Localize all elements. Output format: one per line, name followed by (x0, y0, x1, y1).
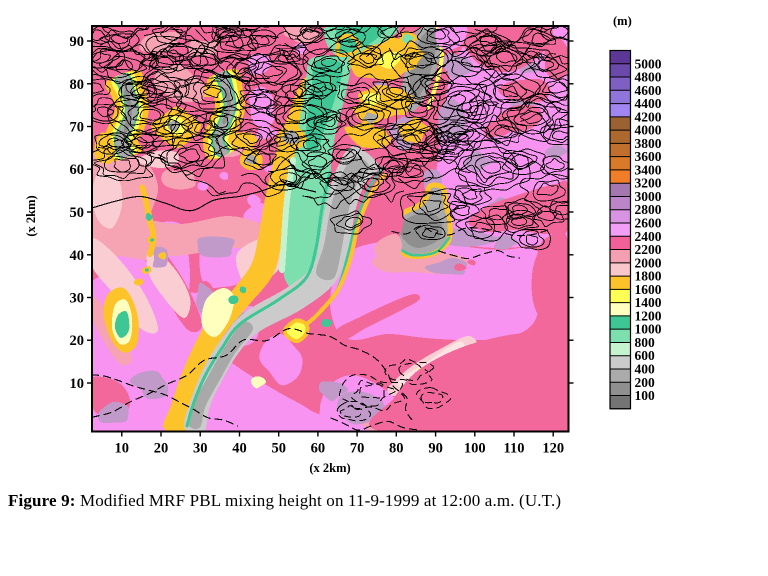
svg-text:100: 100 (635, 388, 656, 403)
svg-text:40: 40 (70, 248, 85, 264)
svg-text:3400: 3400 (635, 162, 662, 177)
svg-text:20: 20 (70, 333, 85, 349)
svg-text:200: 200 (635, 375, 656, 390)
svg-text:5000: 5000 (635, 56, 662, 71)
svg-text:50: 50 (271, 441, 286, 457)
svg-text:4200: 4200 (635, 109, 662, 124)
svg-text:80: 80 (70, 77, 85, 93)
svg-text:50: 50 (70, 205, 85, 221)
svg-text:1200: 1200 (635, 308, 662, 323)
svg-text:2400: 2400 (635, 229, 662, 244)
svg-text:2800: 2800 (635, 202, 662, 217)
svg-text:3600: 3600 (635, 149, 662, 164)
svg-text:(x 2km): (x 2km) (309, 461, 350, 475)
svg-text:70: 70 (70, 120, 85, 136)
svg-text:80: 80 (389, 441, 404, 457)
svg-text:2600: 2600 (635, 216, 662, 231)
svg-text:1800: 1800 (635, 269, 662, 284)
svg-text:600: 600 (635, 348, 656, 363)
svg-text:10: 10 (115, 441, 130, 457)
svg-text:4000: 4000 (635, 123, 662, 138)
svg-text:(x 2km): (x 2km) (24, 195, 38, 236)
svg-text:30: 30 (70, 291, 85, 307)
svg-text:1600: 1600 (635, 282, 662, 297)
svg-text:4600: 4600 (635, 83, 662, 98)
svg-text:90: 90 (70, 34, 85, 50)
svg-text:2000: 2000 (635, 255, 662, 270)
svg-text:(m): (m) (613, 14, 632, 28)
svg-text:3000: 3000 (635, 189, 662, 204)
svg-text:30: 30 (193, 441, 208, 457)
svg-text:2200: 2200 (635, 242, 662, 257)
svg-text:4400: 4400 (635, 96, 662, 111)
svg-text:20: 20 (154, 441, 169, 457)
svg-text:40: 40 (232, 441, 247, 457)
svg-text:10: 10 (70, 376, 85, 392)
svg-text:100: 100 (464, 441, 486, 457)
svg-text:60: 60 (311, 441, 326, 457)
svg-text:70: 70 (350, 441, 365, 457)
svg-text:90: 90 (428, 441, 443, 457)
svg-text:4800: 4800 (635, 70, 662, 85)
svg-text:3800: 3800 (635, 136, 662, 151)
svg-text:400: 400 (635, 361, 656, 376)
svg-text:3200: 3200 (635, 176, 662, 191)
svg-text:60: 60 (70, 162, 85, 178)
svg-text:800: 800 (635, 335, 656, 350)
svg-text:1400: 1400 (635, 295, 662, 310)
svg-text:110: 110 (504, 441, 525, 457)
svg-text:120: 120 (542, 441, 564, 457)
svg-text:1000: 1000 (635, 322, 662, 337)
